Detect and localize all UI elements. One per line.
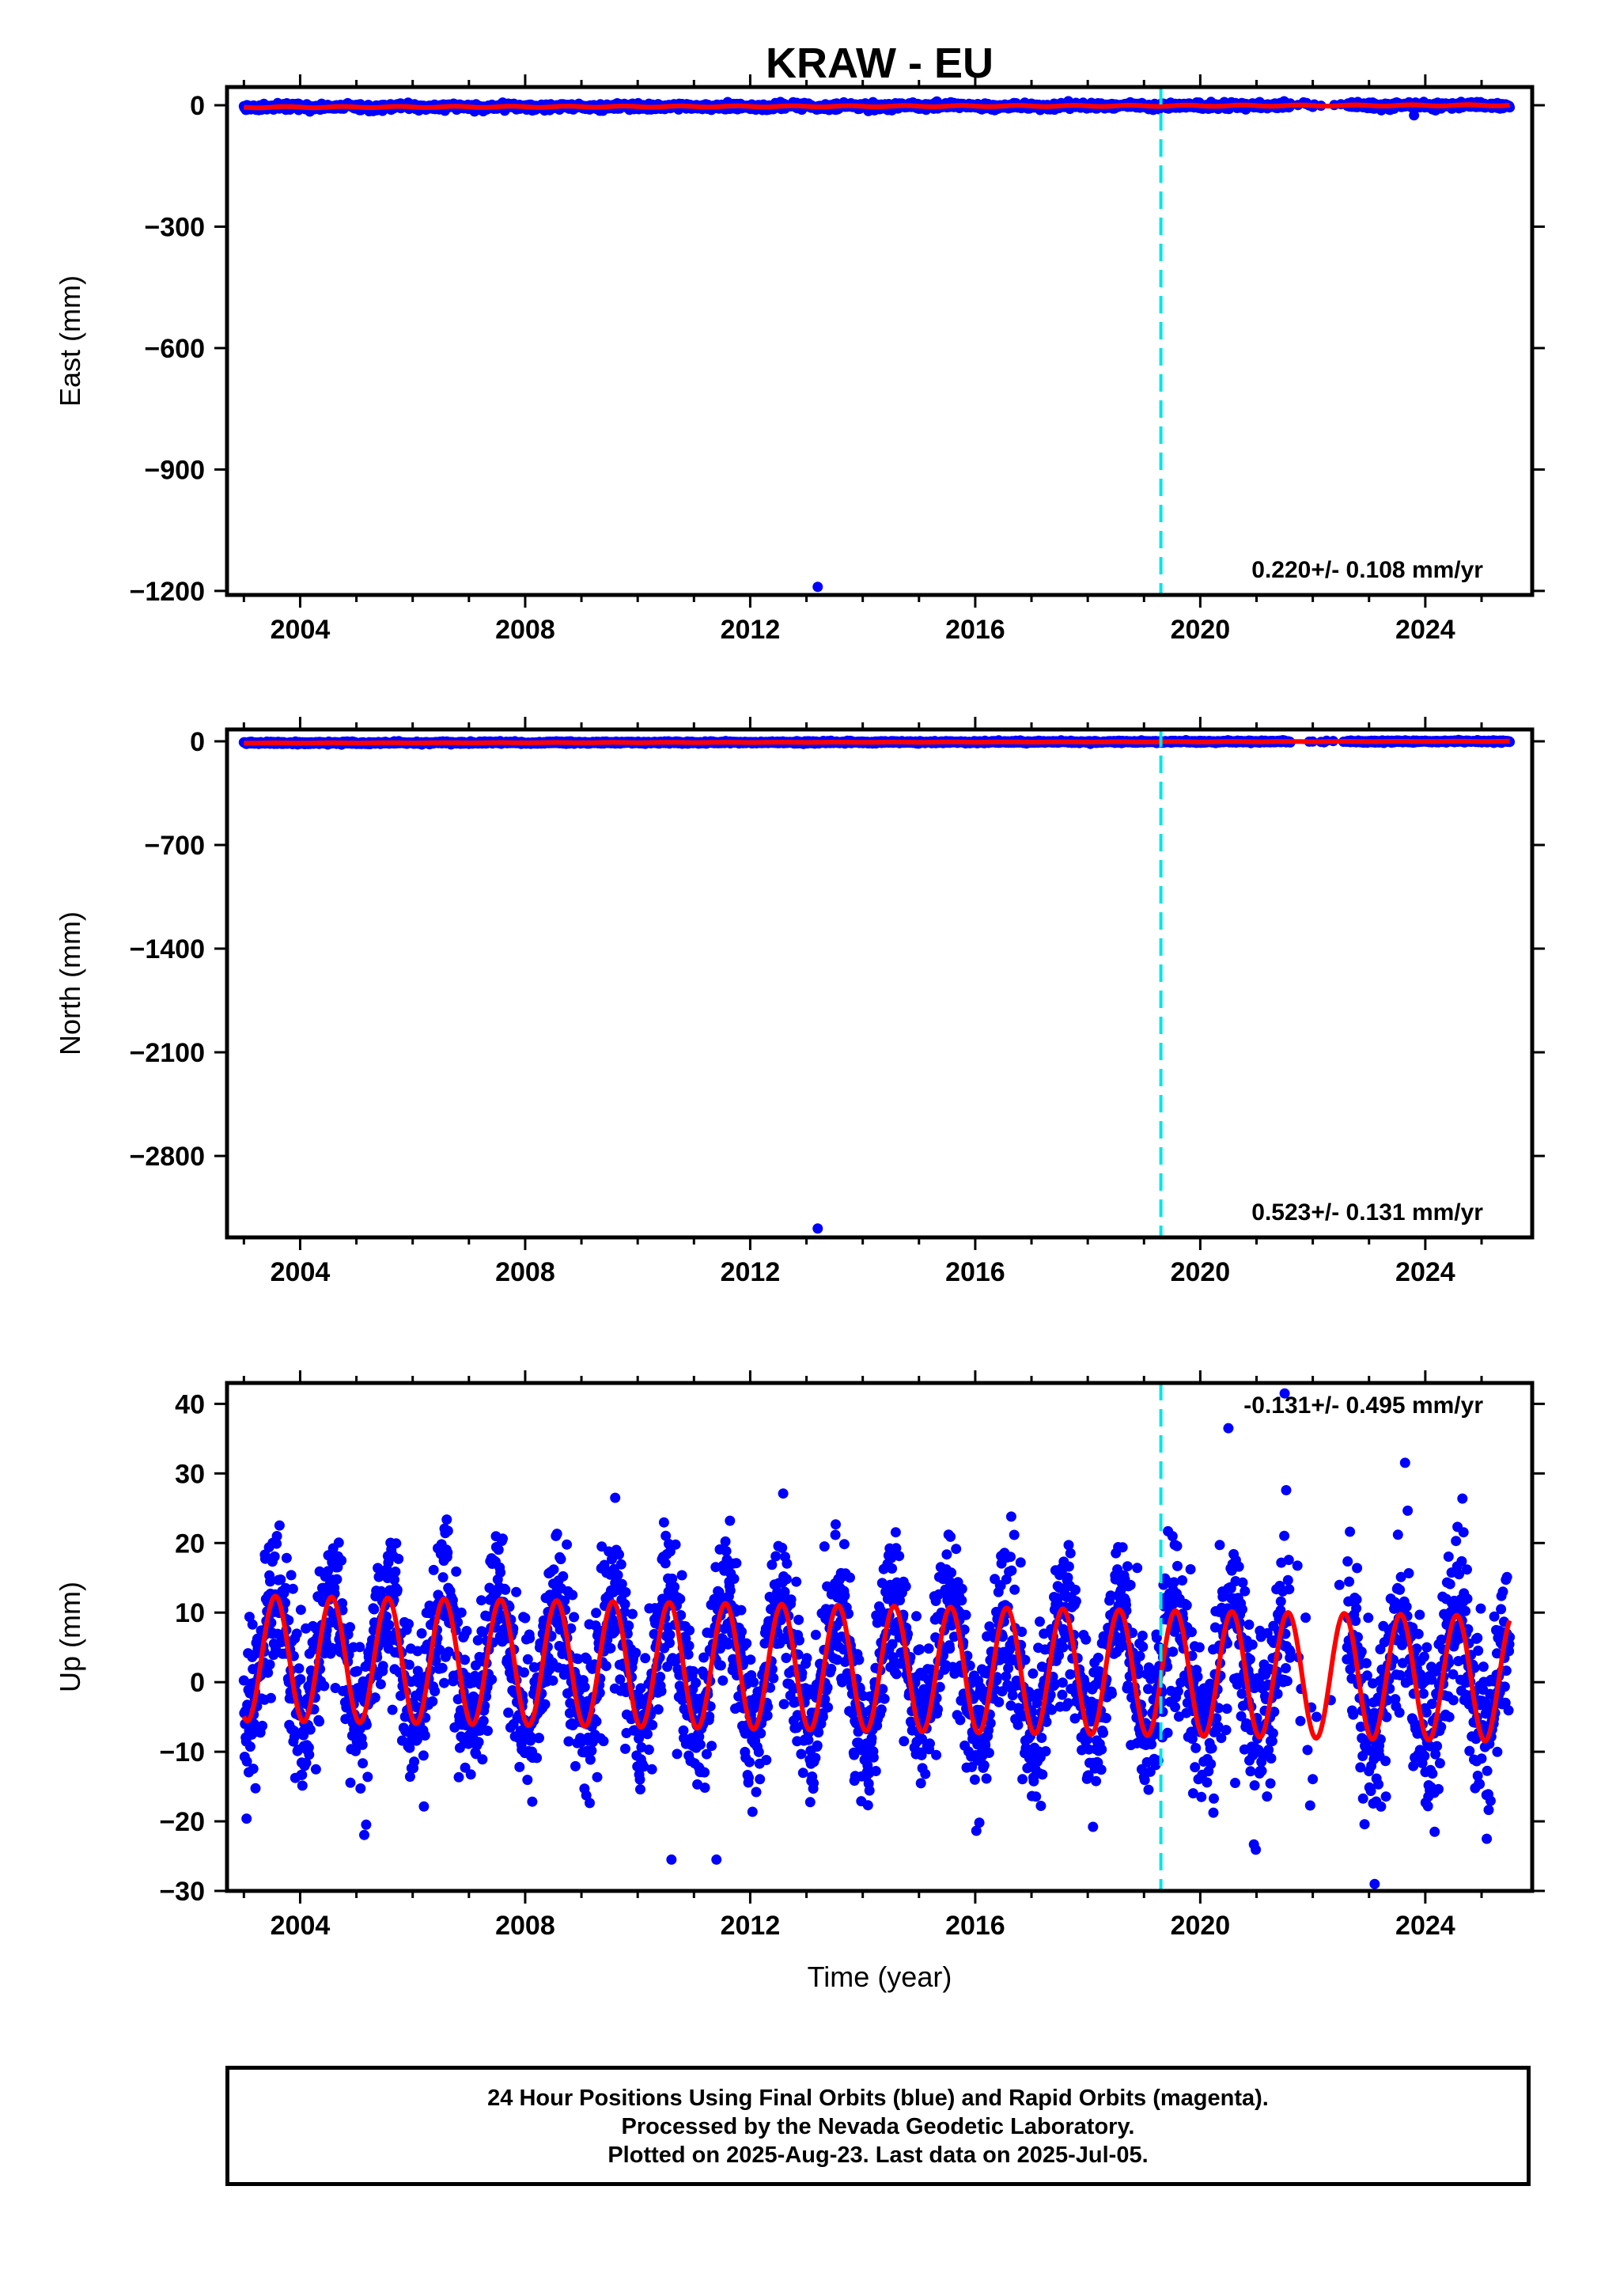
- data-point: [247, 1619, 258, 1630]
- y-tick-label: −1200: [130, 577, 206, 607]
- data-point: [244, 1741, 255, 1752]
- y-tick-label: −2100: [130, 1038, 206, 1068]
- x-tick-label: 2012: [721, 1257, 781, 1287]
- chart-title: KRAW - EU: [766, 40, 994, 87]
- x-tick-label: 2004: [271, 615, 331, 645]
- x-tick-label: 2024: [1395, 615, 1455, 645]
- data-points-east: [238, 96, 1516, 593]
- plot-area-east: [238, 96, 1516, 593]
- x-tick-label: 2008: [495, 615, 555, 645]
- plot-area-up: [238, 1388, 1516, 1889]
- data-point: [257, 1720, 268, 1731]
- panel-north: 2004 2008 2012 2016 2020 2024 0 −700 −1400 −2100 −…: [54, 717, 1545, 1287]
- plot-area-north: [238, 734, 1516, 1234]
- outlier-point: [812, 582, 823, 593]
- y-tick-label: 0: [190, 91, 205, 121]
- y-tick-label: −2800: [130, 1142, 206, 1172]
- data-point: [264, 1659, 275, 1670]
- x-tick-label: 2020: [1171, 1257, 1231, 1287]
- data-point: [269, 1551, 280, 1562]
- data-point: [250, 1783, 261, 1794]
- x-tick-label: 2016: [945, 1257, 1005, 1287]
- panel-frame-north: [225, 727, 1535, 1240]
- y-tick-label: −300: [144, 212, 205, 242]
- y-tick-label: 0: [190, 727, 205, 757]
- data-point: [248, 1764, 259, 1775]
- y-axis-label: East (mm): [54, 275, 86, 407]
- data-point: [266, 1692, 276, 1703]
- y-tick-label: −600: [144, 334, 205, 364]
- y-tick-label: −700: [144, 831, 205, 861]
- velocity-label: 0.523+/- 0.131 mm/yr: [1251, 1199, 1483, 1226]
- y-tick-label: −1400: [130, 934, 206, 964]
- y-axis-label: North (mm): [54, 911, 86, 1055]
- outlier-point: [1409, 110, 1420, 121]
- y-tick-label: −900: [144, 455, 205, 485]
- velocity-label: 0.220+/- 0.108 mm/yr: [1251, 557, 1483, 583]
- x-tick-label: 2004: [271, 1257, 331, 1287]
- x-tick-label: 2024: [1395, 1257, 1455, 1287]
- fit-line-east: [243, 102, 1510, 111]
- data-points-up: [238, 1388, 1516, 1889]
- x-tick-label: 2012: [721, 615, 781, 645]
- fit-line-north: [244, 738, 1510, 746]
- panel-east: 2004 2008 2012 2016 2020 2024 0 −300 −600 −900 −12…: [54, 74, 1545, 645]
- x-tick-label: 2020: [1171, 615, 1231, 645]
- data-points-north: [238, 734, 1516, 1234]
- x-tick-label: 2016: [945, 615, 1005, 645]
- x-tick-label: 2008: [495, 1257, 555, 1287]
- panel-frame-east: [225, 85, 1535, 597]
- outlier-point: [812, 1223, 823, 1234]
- data-point: [241, 1813, 252, 1824]
- panel-up: 2004 2008 2012 2016 2020 2024403020100−10−20−…: [54, 1370, 1545, 1993]
